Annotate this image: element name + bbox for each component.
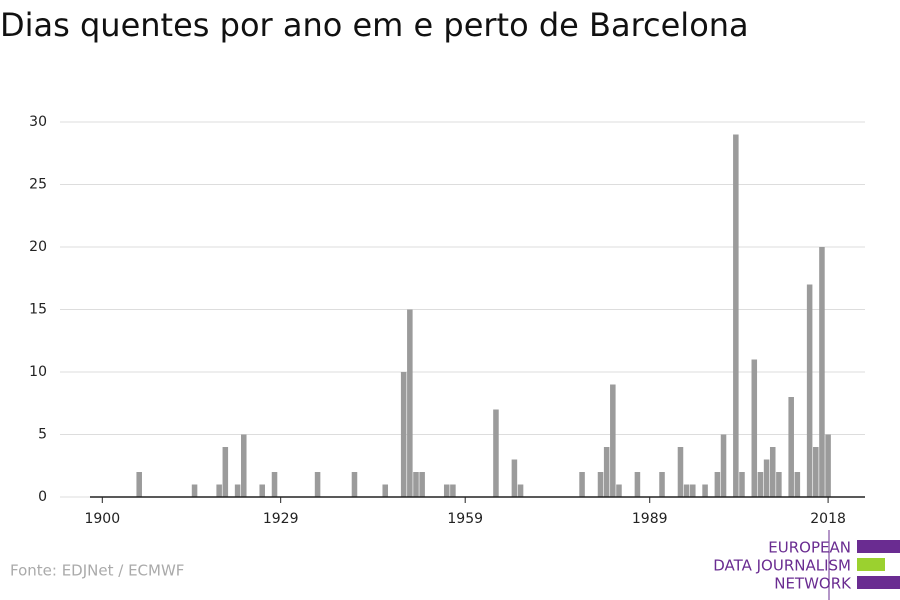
bar xyxy=(806,284,813,497)
bar xyxy=(813,447,819,497)
bar xyxy=(314,472,321,497)
bar xyxy=(579,472,585,497)
bar xyxy=(136,472,142,497)
bar xyxy=(400,372,407,497)
y-tick-label: 25 xyxy=(29,177,47,193)
bar xyxy=(819,247,825,497)
logo-text: EUROPEAN xyxy=(768,539,851,557)
bar xyxy=(241,434,247,497)
bar xyxy=(616,484,622,497)
source: Fonte: EDJNet / ECMWF xyxy=(10,562,184,580)
bar xyxy=(191,484,198,497)
bar xyxy=(382,484,389,497)
x-tick-label: 1989 xyxy=(632,511,668,527)
bar xyxy=(493,409,499,497)
bar xyxy=(271,472,278,497)
y-tick-label: 20 xyxy=(29,239,47,255)
bar xyxy=(739,472,745,497)
bar xyxy=(517,484,524,497)
bar xyxy=(690,484,696,497)
bar xyxy=(634,472,641,497)
bar xyxy=(714,472,721,497)
bar xyxy=(511,459,518,497)
x-tick-label: 1929 xyxy=(263,511,299,527)
bar xyxy=(677,447,684,497)
x-tick-label: 2018 xyxy=(810,511,846,527)
x-tick-label: 1900 xyxy=(84,511,120,527)
x-tick-label: 1959 xyxy=(447,511,483,527)
bar xyxy=(222,447,229,497)
bar xyxy=(794,472,801,497)
bar xyxy=(720,434,727,497)
logo-bar xyxy=(857,540,900,553)
chart-title: Dias quentes por ano em e perto de Barce… xyxy=(0,6,749,44)
bar xyxy=(419,472,425,497)
bar xyxy=(683,484,690,497)
bar xyxy=(234,484,241,497)
bar xyxy=(702,484,708,497)
logo-bar xyxy=(857,558,885,571)
bar xyxy=(443,484,450,497)
bar xyxy=(659,472,665,497)
y-tick-label: 10 xyxy=(29,364,47,380)
bar xyxy=(413,472,419,497)
bar xyxy=(751,359,758,497)
bar xyxy=(407,309,413,497)
y-tick-label: 0 xyxy=(38,489,47,505)
bar xyxy=(825,434,831,497)
bar xyxy=(776,472,782,497)
y-tick-label: 5 xyxy=(38,427,47,443)
bar xyxy=(757,472,764,497)
logo-bar xyxy=(857,576,900,589)
bar xyxy=(769,447,776,497)
logo-text: DATA JOURNALISM xyxy=(713,557,851,575)
bar xyxy=(450,484,456,497)
bar xyxy=(788,397,794,497)
logo-text: NETWORK xyxy=(774,575,852,593)
y-tick-label: 30 xyxy=(29,114,47,130)
bar xyxy=(763,459,770,497)
bar xyxy=(597,472,604,497)
bar xyxy=(216,484,222,497)
bar xyxy=(733,134,739,497)
bar xyxy=(351,472,358,497)
bar xyxy=(603,447,610,497)
y-tick-label: 15 xyxy=(29,302,47,318)
bar xyxy=(610,384,616,497)
bar xyxy=(259,484,265,497)
